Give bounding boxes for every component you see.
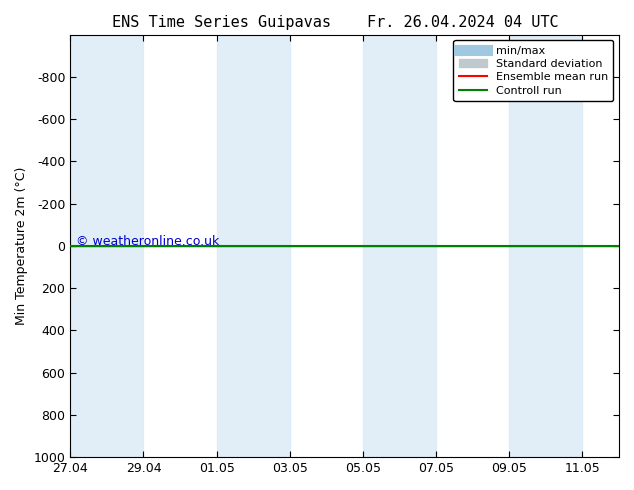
Bar (363, 35, 436, 457)
Bar (217, 35, 290, 457)
Bar (70, 35, 143, 457)
Text: ENS Time Series Guipavas: ENS Time Series Guipavas (112, 15, 332, 30)
Y-axis label: Min Temperature 2m (°C): Min Temperature 2m (°C) (15, 167, 28, 325)
Text: Fr. 26.04.2024 04 UTC: Fr. 26.04.2024 04 UTC (367, 15, 559, 30)
Bar (509, 35, 583, 457)
Legend: min/max, Standard deviation, Ensemble mean run, Controll run: min/max, Standard deviation, Ensemble me… (453, 40, 614, 101)
Text: © weatheronline.co.uk: © weatheronline.co.uk (76, 235, 219, 248)
